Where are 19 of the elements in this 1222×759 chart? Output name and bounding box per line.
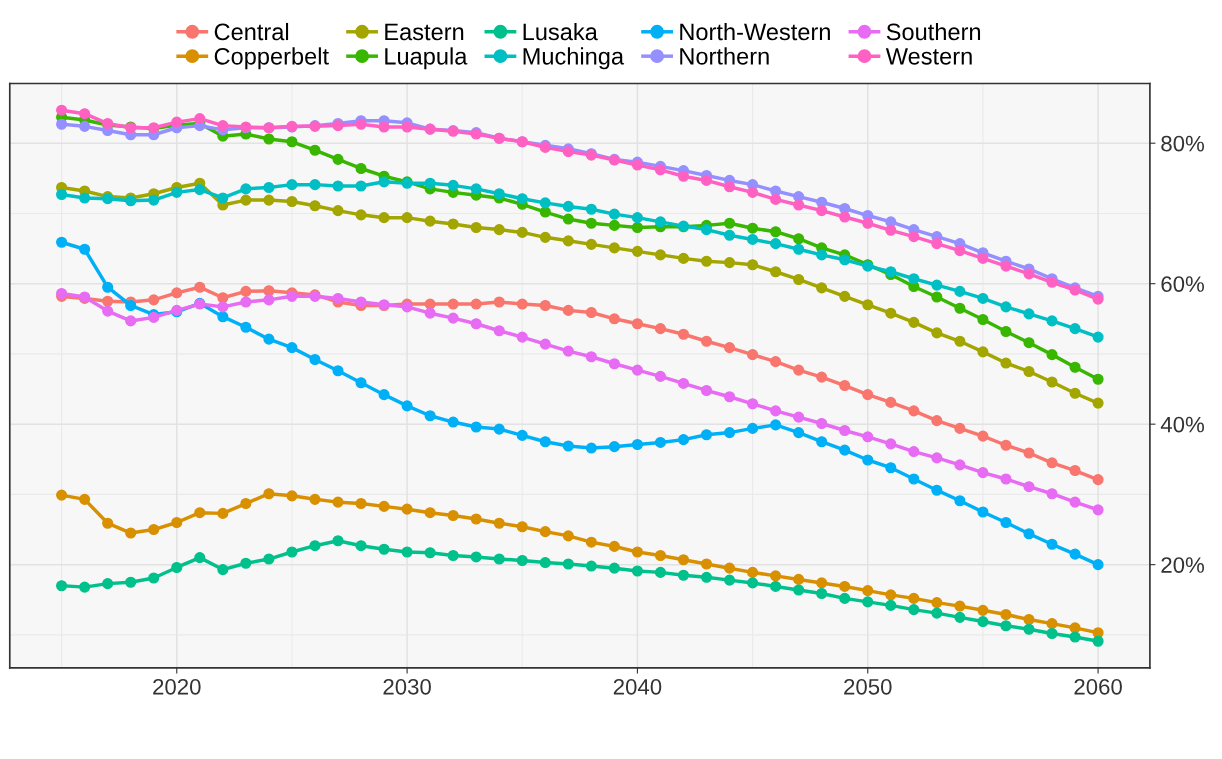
y-tick-label: 60% bbox=[1161, 276, 1205, 292]
legend-label: North-Western bbox=[680, 22, 830, 41]
legend-label: Copperbelt bbox=[214, 47, 329, 70]
legend-label: Muchinga bbox=[523, 47, 625, 70]
y-tick-label: 20% bbox=[1161, 557, 1205, 573]
y-tick-label: 80% bbox=[1161, 135, 1205, 152]
legend-label: Southern bbox=[886, 22, 981, 41]
x-tick-label: 2060 bbox=[1074, 678, 1122, 695]
legend-label: Eastern bbox=[385, 23, 464, 41]
x-tick-label: 2030 bbox=[383, 678, 431, 695]
x-tick-label: 2040 bbox=[613, 678, 662, 695]
legend-label: Northern bbox=[680, 47, 769, 65]
x-tick-label: 2050 bbox=[844, 678, 892, 695]
legend-label: Western bbox=[885, 48, 972, 65]
y-tick-label: 40% bbox=[1160, 416, 1205, 433]
legend-label: Central bbox=[214, 22, 289, 41]
legend-label: Luapula bbox=[385, 47, 468, 70]
x-tick-label: 2020 bbox=[153, 678, 201, 695]
legend-label: Lusaka bbox=[523, 22, 598, 41]
